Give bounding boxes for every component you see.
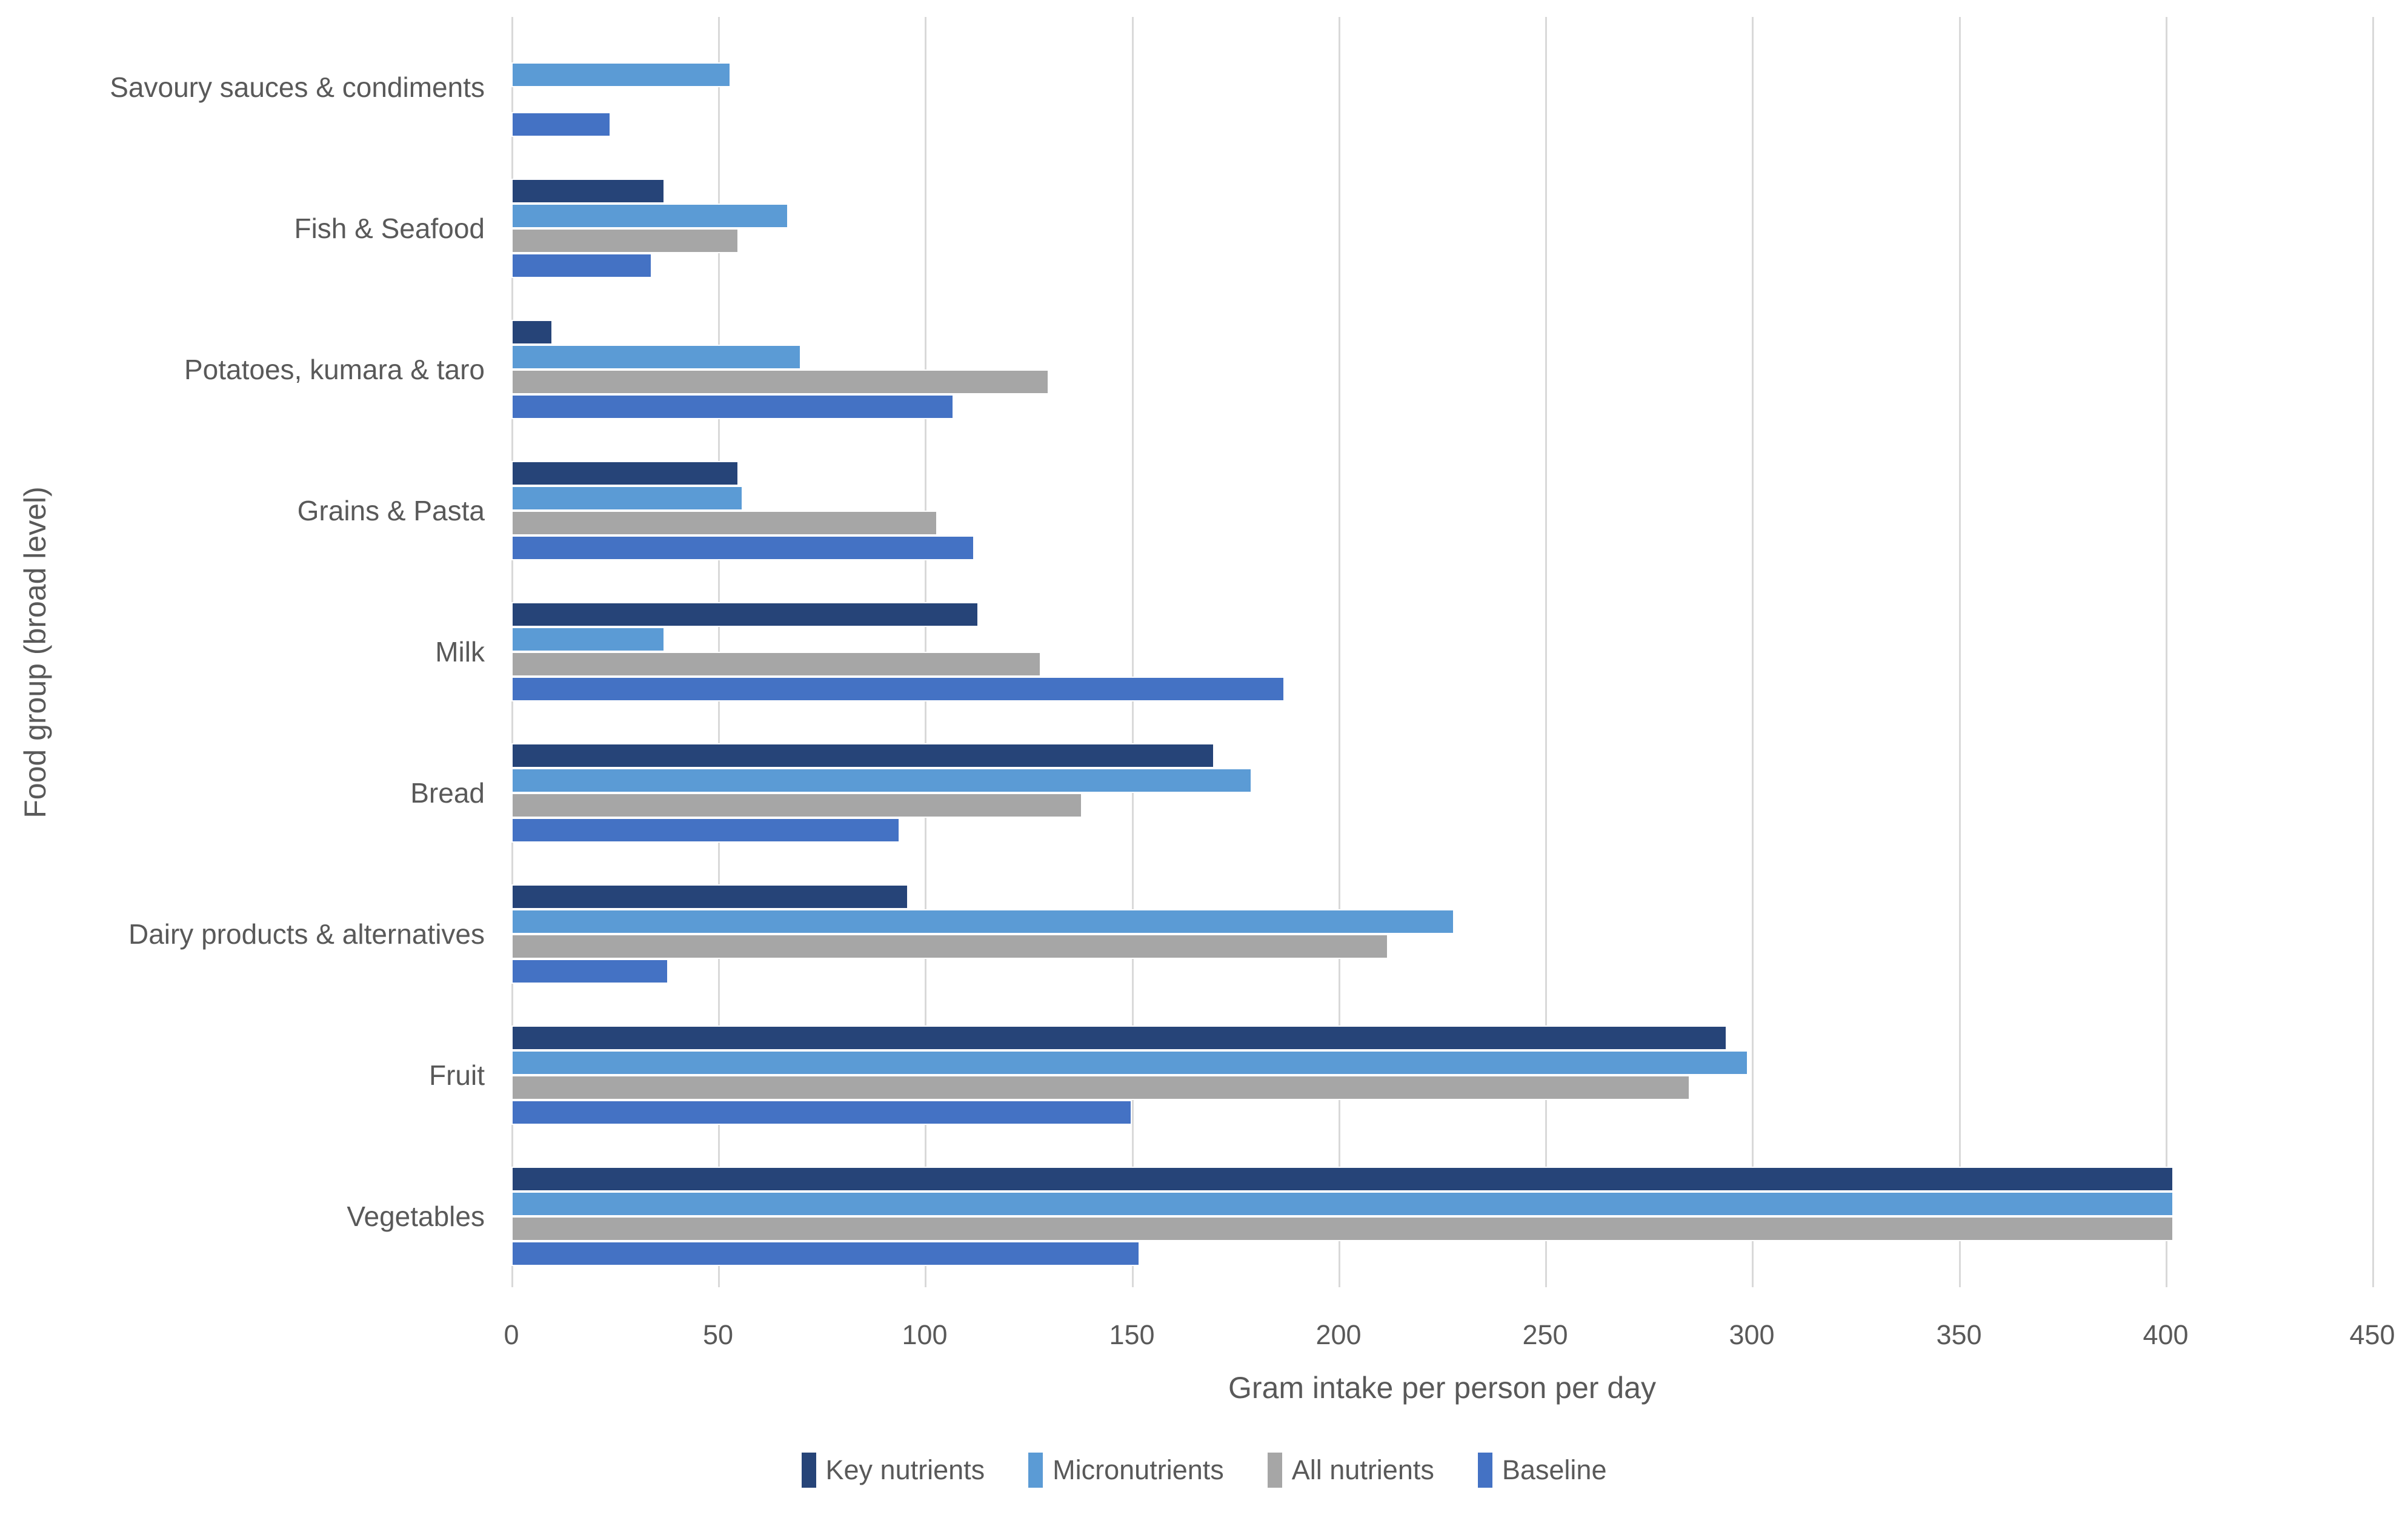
legend-label: Key nutrients — [825, 1454, 985, 1485]
legend-swatch-key-nutrients — [801, 1453, 816, 1488]
gridline — [2166, 17, 2167, 1287]
legend-label: Baseline — [1502, 1454, 1607, 1485]
bar-baseline-vegetables — [511, 1241, 1140, 1266]
bar-baseline-grains-pasta — [511, 535, 974, 560]
x-tick-label: 50 — [702, 1319, 734, 1350]
category-label-grains-pasta: Grains & Pasta — [297, 495, 485, 527]
bar-key-nutrients-milk — [511, 602, 979, 627]
bar-baseline-fruit — [511, 1100, 1132, 1125]
x-tick-label: 250 — [1522, 1319, 1568, 1350]
bar-key-nutrients-bread — [511, 743, 1214, 768]
bar-key-nutrients-grains-pasta — [511, 461, 739, 486]
bar-micronutrients-fruit — [511, 1050, 1748, 1075]
bar-baseline-dairy-products-alternatives — [511, 959, 668, 984]
bar-micronutrients-vegetables — [511, 1192, 2174, 1216]
category-label-fish-seafood: Fish & Seafood — [294, 213, 485, 245]
category-label-vegetables: Vegetables — [347, 1201, 485, 1233]
bar-all-nutrients-milk — [511, 652, 1041, 677]
category-label-bread: Bread — [410, 777, 485, 809]
bar-all-nutrients-bread — [511, 793, 1082, 818]
bar-key-nutrients-fish-seafood — [511, 179, 665, 204]
bar-all-nutrients-dairy-products-alternatives — [511, 934, 1388, 959]
bar-micronutrients-potatoes-kumara-taro — [511, 345, 801, 370]
x-tick-label: 150 — [1109, 1319, 1155, 1350]
gridline — [1752, 17, 1754, 1287]
bar-micronutrients-fish-seafood — [511, 204, 788, 228]
category-label-savoury-sauces-condiments: Savoury sauces & condiments — [110, 71, 485, 104]
x-tick-label: 200 — [1315, 1319, 1362, 1350]
legend-item-key-nutrients: Key nutrients — [801, 1453, 985, 1488]
bar-baseline-milk — [511, 677, 1285, 701]
bar-baseline-potatoes-kumara-taro — [511, 394, 954, 419]
bar-baseline-bread — [511, 818, 900, 843]
bar-micronutrients-bread — [511, 768, 1252, 793]
legend-swatch-all-nutrients — [1267, 1453, 1282, 1488]
category-label-potatoes-kumara-taro: Potatoes, kumara & taro — [184, 354, 485, 386]
x-tick-label: 350 — [1936, 1319, 1982, 1350]
legend-item-micronutrients: Micronutrients — [1028, 1453, 1224, 1488]
bar-key-nutrients-potatoes-kumara-taro — [511, 320, 553, 345]
gridline — [1132, 17, 1134, 1287]
category-label-fruit: Fruit — [429, 1059, 485, 1092]
legend-swatch-baseline — [1477, 1453, 1492, 1488]
bar-micronutrients-milk — [511, 627, 665, 652]
bar-all-nutrients-potatoes-kumara-taro — [511, 370, 1049, 394]
category-label-milk: Milk — [435, 636, 485, 668]
legend-item-baseline: Baseline — [1477, 1453, 1607, 1488]
legend-item-all-nutrients: All nutrients — [1267, 1453, 1434, 1488]
gridline — [2372, 17, 2374, 1287]
bar-micronutrients-grains-pasta — [511, 486, 743, 511]
bar-all-nutrients-grains-pasta — [511, 511, 937, 535]
bar-baseline-savoury-sauces-condiments — [511, 112, 611, 137]
category-label-dairy-products-alternatives: Dairy products & alternatives — [128, 918, 485, 950]
x-tick-label: 450 — [2349, 1319, 2395, 1350]
x-tick-label: 300 — [1729, 1319, 1775, 1350]
legend-label: Micronutrients — [1053, 1454, 1224, 1485]
bar-all-nutrients-vegetables — [511, 1216, 2174, 1241]
x-axis-title: Gram intake per person per day — [1228, 1371, 1656, 1405]
x-tick-label: 0 — [504, 1319, 519, 1350]
bar-key-nutrients-dairy-products-alternatives — [511, 884, 908, 909]
gridline — [1959, 17, 1961, 1287]
legend-swatch-micronutrients — [1028, 1453, 1043, 1488]
bar-key-nutrients-fruit — [511, 1026, 1727, 1050]
bar-baseline-fish-seafood — [511, 253, 652, 278]
bar-key-nutrients-vegetables — [511, 1167, 2174, 1192]
bar-micronutrients-dairy-products-alternatives — [511, 909, 1454, 934]
bar-micronutrients-savoury-sauces-condiments — [511, 62, 731, 87]
x-tick-label: 100 — [902, 1319, 948, 1350]
bar-all-nutrients-fish-seafood — [511, 228, 739, 253]
gridline — [1545, 17, 1547, 1287]
x-tick-label: 400 — [2143, 1319, 2189, 1350]
legend: Key nutrients Micronutrients All nutrients… — [0, 1453, 2408, 1488]
gridline — [1339, 17, 1340, 1287]
legend-label: All nutrients — [1291, 1454, 1434, 1485]
bar-all-nutrients-fruit — [511, 1075, 1690, 1100]
